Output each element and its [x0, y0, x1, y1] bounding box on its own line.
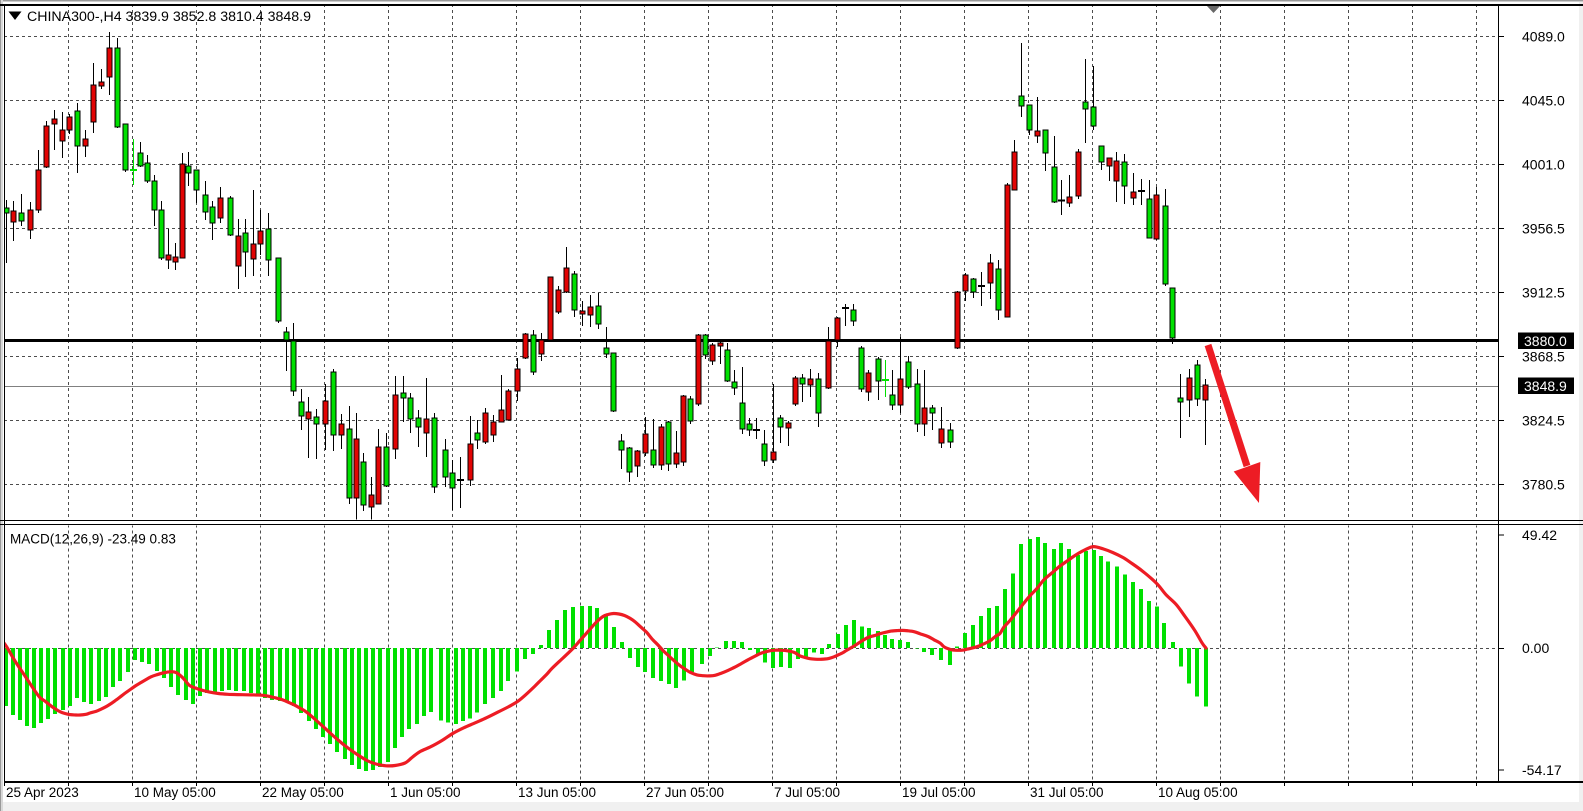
svg-text:1 Jun 05:00: 1 Jun 05:00 [390, 785, 461, 800]
svg-text:4001.0: 4001.0 [1522, 157, 1565, 173]
svg-text:MACD(12,26,9) -23.49 0.83: MACD(12,26,9) -23.49 0.83 [10, 532, 176, 547]
svg-text:-54.17: -54.17 [1522, 762, 1562, 778]
svg-text:13 Jun 05:00: 13 Jun 05:00 [518, 785, 596, 800]
svg-text:10 Aug 05:00: 10 Aug 05:00 [1158, 785, 1238, 800]
svg-text:CHINA300-,H4 3839.9 3852.8 38: CHINA300-,H4 3839.9 3852.8 3810.4 3848.9 [27, 9, 311, 25]
svg-text:3824.5: 3824.5 [1522, 413, 1565, 429]
svg-text:3780.5: 3780.5 [1522, 477, 1565, 493]
svg-text:22 May 05:00: 22 May 05:00 [262, 785, 344, 800]
svg-text:3912.5: 3912.5 [1522, 285, 1565, 301]
svg-text:0.00: 0.00 [1522, 640, 1549, 656]
svg-text:19 Jul 05:00: 19 Jul 05:00 [902, 785, 976, 800]
svg-text:3880.0: 3880.0 [1524, 333, 1567, 349]
svg-text:4089.0: 4089.0 [1522, 29, 1565, 45]
svg-text:25 Apr 2023: 25 Apr 2023 [6, 785, 79, 800]
svg-text:7 Jul 05:00: 7 Jul 05:00 [774, 785, 840, 800]
svg-text:27 Jun 05:00: 27 Jun 05:00 [646, 785, 724, 800]
svg-text:49.42: 49.42 [1522, 527, 1557, 543]
svg-text:3956.5: 3956.5 [1522, 221, 1565, 237]
svg-text:3848.9: 3848.9 [1524, 378, 1567, 394]
svg-text:10 May 05:00: 10 May 05:00 [134, 785, 216, 800]
svg-text:4045.0: 4045.0 [1522, 93, 1565, 109]
svg-text:31 Jul 05:00: 31 Jul 05:00 [1030, 785, 1104, 800]
svg-text:3868.5: 3868.5 [1522, 349, 1565, 365]
